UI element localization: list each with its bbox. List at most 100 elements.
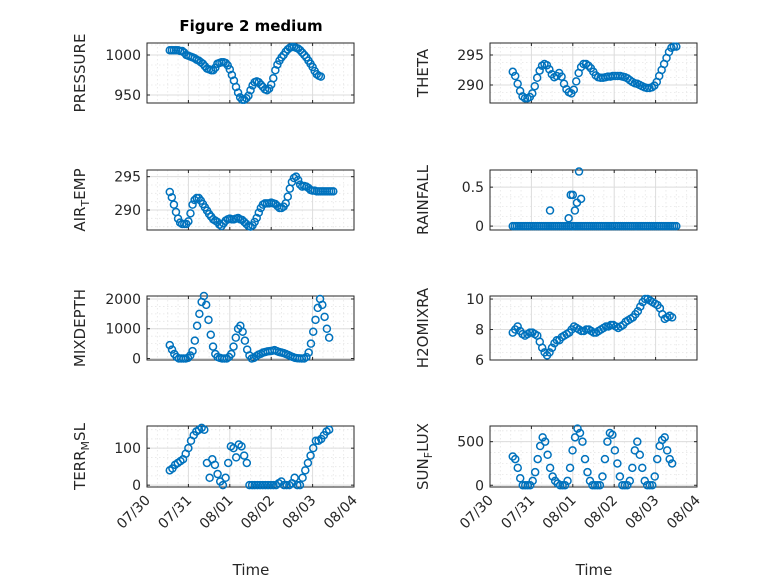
- data-point: [570, 433, 580, 442]
- data-point: [218, 480, 228, 490]
- y-tick-label: 500: [457, 435, 484, 451]
- subplot-2: 290 295 THETA: [414, 42, 698, 104]
- data-point: [545, 348, 554, 357]
- data-point: [247, 480, 257, 490]
- data-point: [238, 327, 247, 336]
- y-tick-label: 1000: [105, 48, 141, 64]
- y-axis-label-part: LUX: [414, 423, 432, 452]
- axes-box: [489, 425, 698, 488]
- data-point: [638, 463, 647, 473]
- data-point: [165, 187, 175, 197]
- data-point: [229, 342, 238, 351]
- data-point: [570, 206, 580, 215]
- data-point: [523, 481, 532, 490]
- y-axis-label-part: AIR: [71, 207, 89, 232]
- data-point: [255, 480, 265, 490]
- data-point: [595, 481, 605, 490]
- data-point: [167, 345, 177, 354]
- data-point: [190, 336, 200, 345]
- data-point: [184, 443, 193, 453]
- data-point: [208, 65, 218, 75]
- data-point: [557, 72, 566, 81]
- y-tick-label: 950: [114, 88, 141, 104]
- y-axis-label-part: H2OMIXRA: [414, 287, 432, 368]
- data-point: [308, 327, 318, 336]
- data-point: [613, 459, 622, 468]
- data-point: [565, 463, 575, 473]
- axes-box: [489, 295, 698, 361]
- x-tick-label: 08/04: [664, 492, 704, 532]
- x-tick-label: 07/31: [155, 493, 195, 533]
- data-point: [672, 221, 681, 231]
- data-point: [520, 93, 530, 103]
- y-tick-label: 100: [114, 441, 141, 457]
- data-point: [261, 480, 270, 490]
- data-point: [645, 481, 655, 490]
- subplot-4: 0 0.5 RAINFALL: [414, 164, 698, 235]
- data-point: [201, 300, 211, 310]
- data-point: [237, 442, 246, 451]
- data-point: [256, 80, 266, 89]
- data-point: [316, 72, 326, 81]
- data-point: [593, 481, 602, 490]
- data-point: [528, 476, 537, 486]
- data-point: [190, 53, 199, 63]
- data-point: [199, 291, 209, 301]
- y-tick-label: 295: [457, 48, 484, 64]
- data-point: [324, 333, 334, 342]
- data-point: [545, 463, 555, 473]
- data-point: [183, 353, 193, 363]
- y-tick-label: 295: [114, 170, 141, 186]
- data-point: [537, 343, 547, 353]
- data-point: [221, 473, 230, 483]
- x-tick-label: 07/30: [114, 493, 154, 533]
- data-point: [636, 302, 645, 311]
- data-point: [204, 315, 213, 325]
- data-point: [200, 425, 209, 434]
- data-point: [239, 451, 249, 460]
- data-point: [311, 436, 321, 446]
- data-point: [306, 451, 315, 460]
- data-point: [221, 58, 230, 68]
- data-point: [206, 330, 216, 339]
- data-point: [633, 437, 642, 446]
- data-point: [665, 454, 674, 464]
- y-axis-label: SUNFLUX: [414, 423, 435, 490]
- data-point: [545, 206, 555, 215]
- x-tick-label: 08/02: [581, 493, 621, 533]
- subplot-3: 290 295 AIRTEMP: [71, 168, 355, 232]
- data-point: [263, 480, 273, 490]
- data-point: [555, 481, 565, 490]
- data-point: [515, 474, 525, 483]
- data-point: [186, 209, 195, 218]
- data-point: [195, 309, 204, 319]
- data-point: [582, 325, 591, 334]
- x-tick-label: 07/30: [457, 493, 497, 533]
- data-point: [258, 480, 268, 490]
- data-point: [266, 480, 275, 490]
- data-point: [623, 481, 632, 490]
- data-point: [223, 458, 233, 468]
- y-axis-label-part: THETA: [414, 48, 432, 98]
- y-axis-label: MIXDEPTH: [71, 289, 89, 367]
- data-point: [198, 59, 208, 69]
- data-point: [250, 480, 260, 490]
- plot-area: [489, 169, 698, 231]
- data-point: [302, 352, 311, 362]
- data-point: [298, 473, 307, 483]
- data-point: [293, 175, 303, 185]
- data-point: [295, 480, 305, 490]
- data-point: [308, 443, 318, 453]
- data-point: [329, 187, 338, 196]
- data-point: [642, 481, 652, 490]
- subplot-5: 0 1000 2000 MIXDEPTH: [71, 289, 355, 368]
- y-tick-label: 10: [466, 292, 484, 308]
- data-point: [573, 424, 582, 433]
- data-point: [283, 192, 293, 201]
- y-axis-label: H2OMIXRA: [414, 287, 432, 368]
- data-point: [233, 88, 243, 97]
- data-point: [633, 306, 643, 316]
- data-point: [303, 458, 313, 468]
- data-point: [640, 476, 650, 486]
